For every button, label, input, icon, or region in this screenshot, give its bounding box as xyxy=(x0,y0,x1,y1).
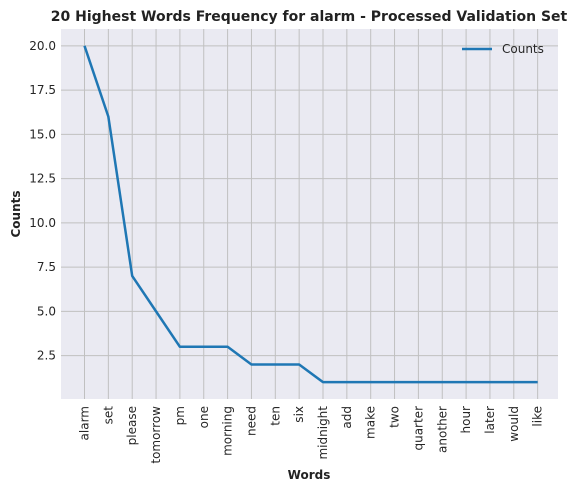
y-tick-label: 12.5 xyxy=(29,172,56,186)
y-tick-label: 10.0 xyxy=(29,216,56,230)
legend-label: Counts xyxy=(502,42,544,56)
x-tick-label: add xyxy=(340,406,354,429)
x-tick-label: six xyxy=(292,406,306,423)
y-tick-label: 5.0 xyxy=(37,304,56,318)
y-tick-label: 2.5 xyxy=(37,349,56,363)
x-tick-label: ten xyxy=(268,406,282,426)
x-tick-label: tomorrow xyxy=(149,406,163,464)
plot-area xyxy=(61,29,558,399)
x-tick-label: like xyxy=(531,406,545,427)
x-tick-label: later xyxy=(483,406,497,434)
x-axis-label: Words xyxy=(288,468,331,482)
x-tick-label: alarm xyxy=(78,406,92,440)
y-tick-label: 17.5 xyxy=(29,83,56,97)
x-tick-label: pm xyxy=(173,406,187,425)
x-tick-label: hour xyxy=(459,406,473,434)
y-tick-label: 20.0 xyxy=(29,39,56,53)
x-tick-label: quarter xyxy=(411,406,425,451)
x-tick-label: please xyxy=(125,406,139,445)
y-axis-label: Counts xyxy=(9,190,23,237)
x-tick-label: set xyxy=(101,406,115,425)
chart-title: 20 Highest Words Frequency for alarm - P… xyxy=(51,9,568,25)
x-tick-label: need xyxy=(244,406,258,436)
y-tick-label: 15.0 xyxy=(29,127,56,141)
x-tick-label: make xyxy=(364,406,378,439)
x-tick-label: another xyxy=(435,406,449,453)
x-tick-label: two xyxy=(388,406,402,428)
x-tick-label: morning xyxy=(221,406,235,456)
x-tick-label: one xyxy=(197,406,211,428)
x-tick-label: midnight xyxy=(316,406,330,460)
y-tick-label: 7.5 xyxy=(37,260,56,274)
x-tick-label: would xyxy=(507,406,521,442)
y-axis-ticks: 2.5 5.0 7.5 10.0 12.5 15.0 17.5 20.0 xyxy=(29,39,56,363)
